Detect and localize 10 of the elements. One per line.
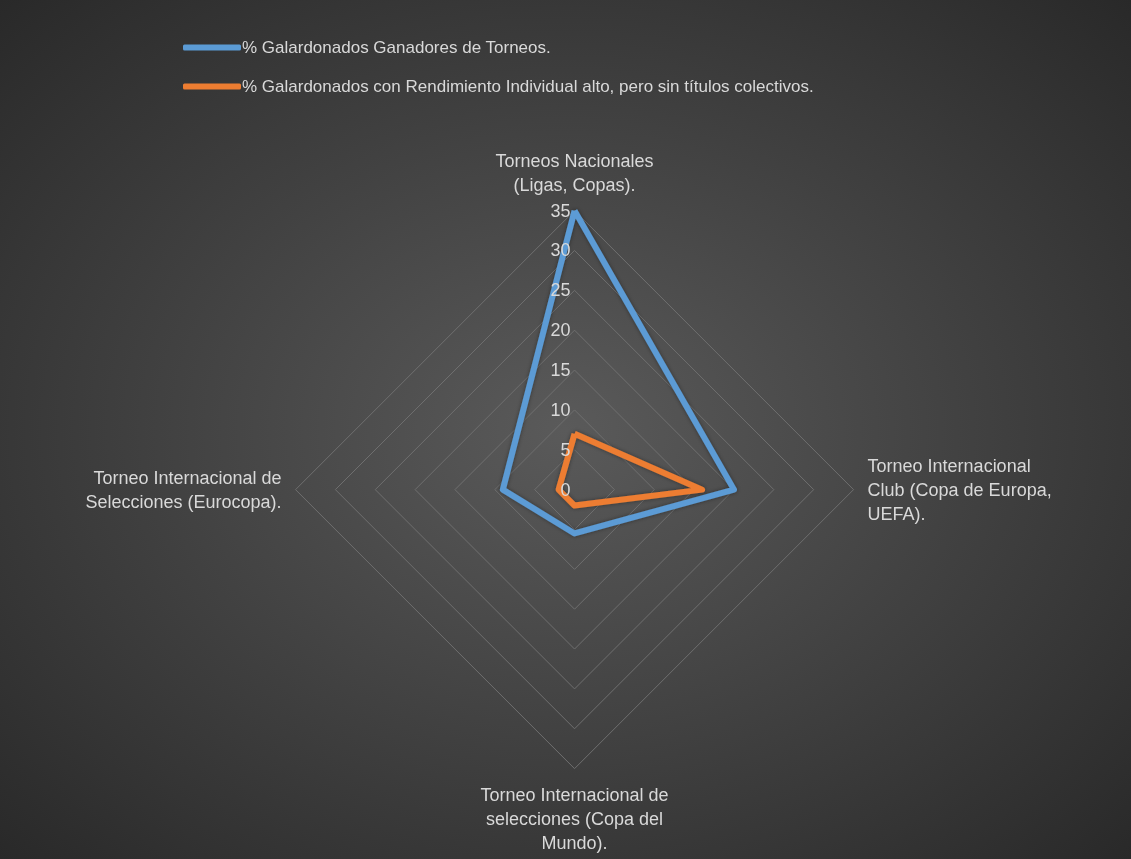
y-tick-label: 20 xyxy=(550,320,571,341)
y-tick-label: 15 xyxy=(550,360,571,381)
legend-label: % Galardonados Ganadores de Torneos. xyxy=(242,38,551,57)
y-tick-label: 10 xyxy=(550,399,571,420)
spoke-label: Torneo Internacional de selecciones (Copa del Mundo). xyxy=(480,784,669,853)
y-tick-label: 35 xyxy=(550,200,571,221)
spoke-label: Torneo Internacional de Selecciones (Eurocopa). xyxy=(85,467,282,512)
spoke-label: Torneos Nacionales (Ligas, Copas). xyxy=(495,150,654,195)
legend-label: % Galardonados con Rendimiento Individual alto, pero sin títulos colectivos. xyxy=(242,77,814,96)
spoke-label: Torneo Internacional Club (Copa de Europa, UEFA). xyxy=(867,455,1052,524)
